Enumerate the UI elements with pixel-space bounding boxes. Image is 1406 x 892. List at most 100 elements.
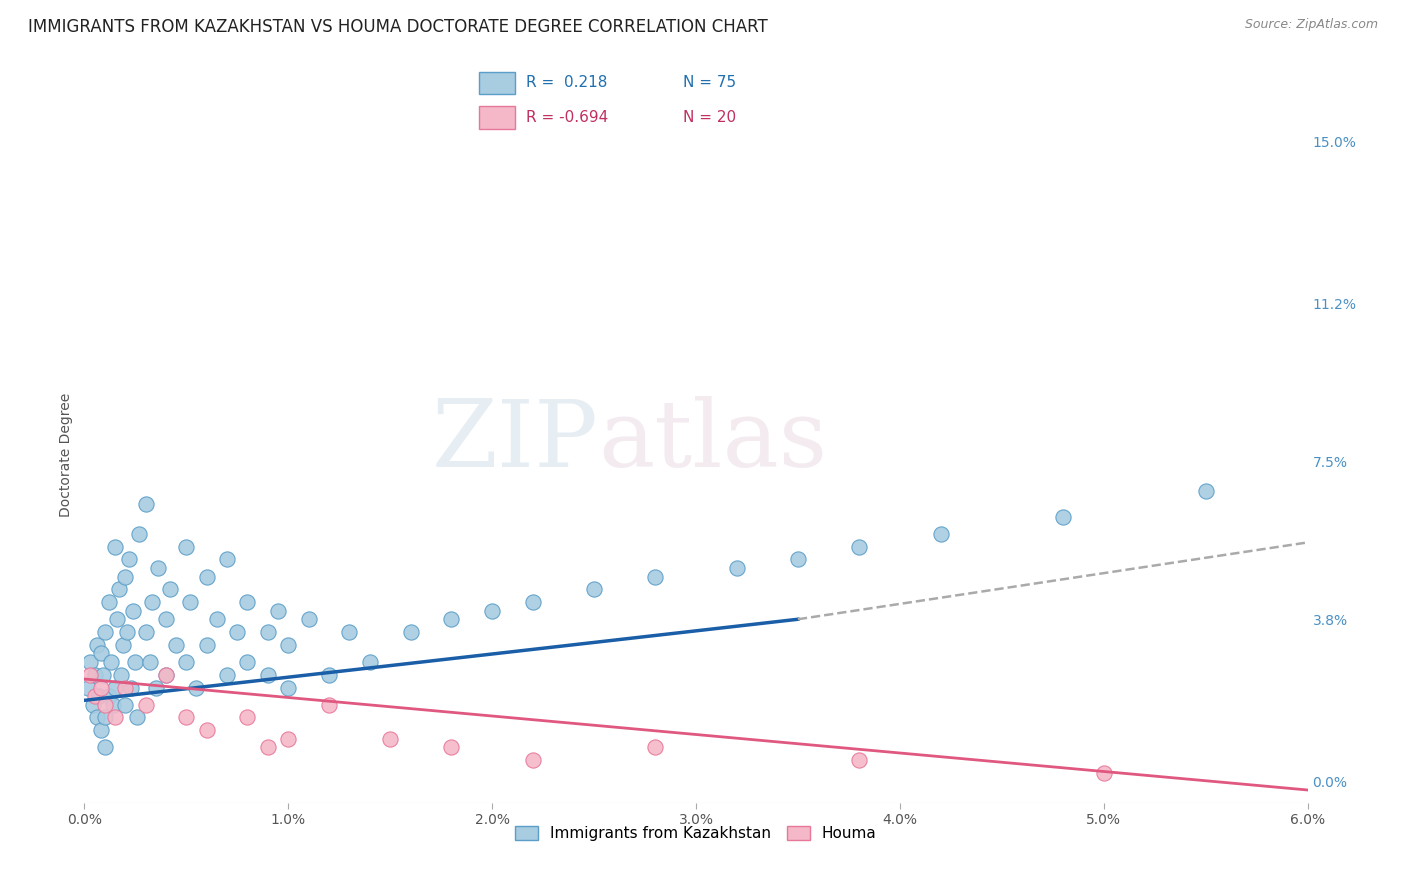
Point bbox=[257, 667, 280, 681]
Point bbox=[86, 710, 108, 724]
Point bbox=[165, 638, 187, 652]
Point bbox=[105, 612, 128, 626]
Point bbox=[217, 667, 239, 681]
Point bbox=[848, 540, 870, 554]
Point bbox=[277, 731, 299, 746]
Point bbox=[114, 698, 136, 712]
Point bbox=[104, 540, 127, 554]
Text: R = -0.694: R = -0.694 bbox=[526, 110, 609, 125]
Legend: Immigrants from Kazakhstan, Houma: Immigrants from Kazakhstan, Houma bbox=[509, 820, 883, 847]
Point bbox=[128, 527, 150, 541]
Point bbox=[115, 625, 138, 640]
Point bbox=[138, 655, 160, 669]
Point bbox=[481, 604, 503, 618]
Point bbox=[155, 667, 177, 681]
Point bbox=[644, 569, 666, 583]
Point bbox=[1195, 484, 1218, 499]
Point bbox=[318, 698, 340, 712]
Point bbox=[380, 731, 402, 746]
Point bbox=[90, 681, 112, 695]
Point bbox=[440, 612, 463, 626]
Point bbox=[83, 667, 105, 681]
Point bbox=[146, 561, 169, 575]
Text: R =  0.218: R = 0.218 bbox=[526, 75, 607, 90]
Point bbox=[127, 710, 149, 724]
Text: atlas: atlas bbox=[598, 396, 827, 486]
Point bbox=[318, 667, 340, 681]
Text: IMMIGRANTS FROM KAZAKHSTAN VS HOUMA DOCTORATE DEGREE CORRELATION CHART: IMMIGRANTS FROM KAZAKHSTAN VS HOUMA DOCT… bbox=[28, 18, 768, 36]
Point bbox=[124, 655, 146, 669]
Point bbox=[257, 625, 280, 640]
Point bbox=[195, 723, 218, 738]
Point bbox=[236, 595, 259, 609]
Point bbox=[135, 497, 157, 511]
Point bbox=[359, 655, 381, 669]
Text: N = 20: N = 20 bbox=[683, 110, 737, 125]
Point bbox=[93, 740, 117, 755]
Point bbox=[97, 595, 120, 609]
Point bbox=[195, 638, 218, 652]
Point bbox=[83, 689, 105, 703]
Point bbox=[79, 667, 101, 681]
Point bbox=[176, 540, 198, 554]
Point bbox=[93, 698, 117, 712]
Point bbox=[135, 698, 157, 712]
Point bbox=[236, 655, 259, 669]
Point bbox=[787, 552, 810, 566]
Text: Source: ZipAtlas.com: Source: ZipAtlas.com bbox=[1244, 18, 1378, 31]
Point bbox=[195, 569, 218, 583]
Point bbox=[298, 612, 321, 626]
Point bbox=[101, 698, 124, 712]
Point bbox=[155, 612, 177, 626]
Point bbox=[122, 604, 145, 618]
Point bbox=[725, 561, 748, 575]
Point bbox=[583, 582, 606, 597]
Point bbox=[87, 689, 110, 703]
Point bbox=[186, 681, 208, 695]
Point bbox=[277, 638, 299, 652]
Point bbox=[236, 710, 259, 724]
Point bbox=[135, 625, 157, 640]
Point bbox=[104, 681, 127, 695]
Point bbox=[644, 740, 666, 755]
FancyBboxPatch shape bbox=[478, 71, 515, 95]
Point bbox=[141, 595, 163, 609]
Point bbox=[86, 638, 108, 652]
Point bbox=[267, 604, 290, 618]
Point bbox=[1052, 509, 1074, 524]
Y-axis label: Doctorate Degree: Doctorate Degree bbox=[59, 392, 73, 517]
Point bbox=[93, 710, 117, 724]
Point bbox=[114, 681, 136, 695]
Point bbox=[110, 667, 132, 681]
Point bbox=[257, 740, 280, 755]
FancyBboxPatch shape bbox=[478, 106, 515, 129]
Point bbox=[226, 625, 249, 640]
Point bbox=[91, 667, 114, 681]
Point bbox=[90, 723, 112, 738]
Point bbox=[79, 655, 101, 669]
Point bbox=[155, 667, 177, 681]
Point bbox=[112, 638, 135, 652]
Point bbox=[848, 753, 870, 767]
Point bbox=[82, 698, 104, 712]
Point bbox=[93, 625, 117, 640]
Point bbox=[176, 710, 198, 724]
Point bbox=[205, 612, 228, 626]
Point bbox=[108, 582, 131, 597]
Point bbox=[929, 527, 952, 541]
Point bbox=[118, 552, 141, 566]
Point bbox=[100, 655, 122, 669]
Point bbox=[77, 681, 100, 695]
Point bbox=[114, 569, 136, 583]
Point bbox=[176, 655, 198, 669]
Point bbox=[159, 582, 181, 597]
Point bbox=[522, 753, 544, 767]
Point bbox=[277, 681, 299, 695]
Point bbox=[217, 552, 239, 566]
Point bbox=[120, 681, 142, 695]
Point bbox=[1092, 766, 1115, 780]
Point bbox=[339, 625, 361, 640]
Point bbox=[179, 595, 201, 609]
Text: N = 75: N = 75 bbox=[683, 75, 737, 90]
Point bbox=[522, 595, 544, 609]
